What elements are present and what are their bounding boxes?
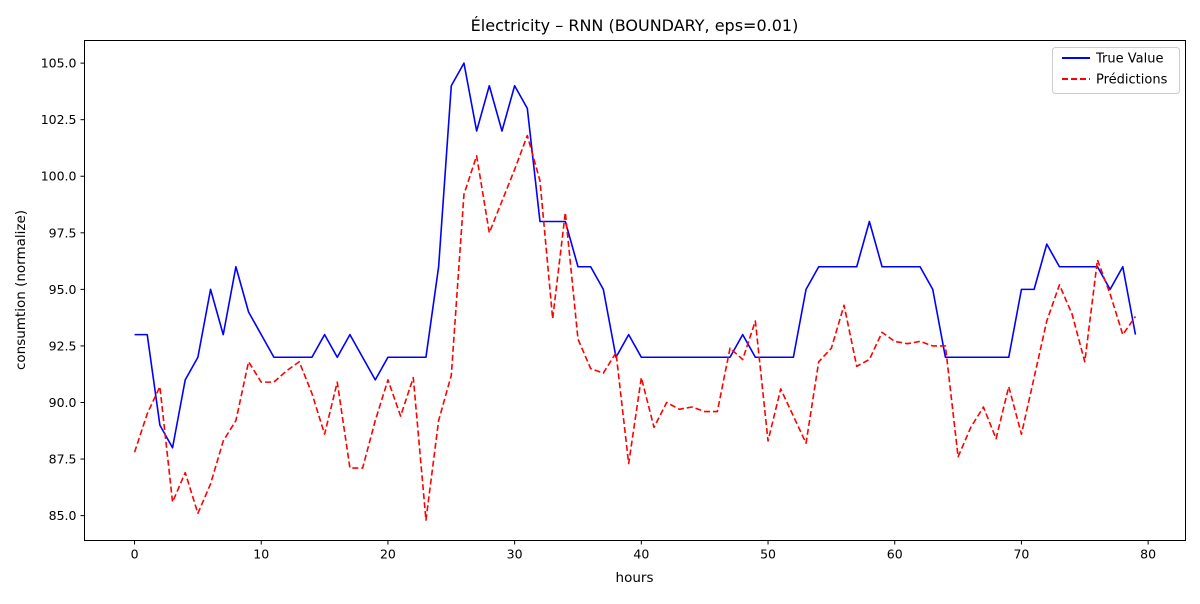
- series-line-true-value: [134, 62, 1137, 449]
- x-tick-label: 70: [1013, 547, 1029, 562]
- y-tick-label: 95.0: [49, 282, 77, 297]
- y-tick-label: 97.5: [49, 225, 77, 240]
- x-tick-label: 30: [507, 547, 523, 562]
- y-tick-label: 92.5: [49, 338, 77, 353]
- x-axis-label: hours: [616, 570, 654, 586]
- x-tick-label: 50: [760, 547, 776, 562]
- legend: True Value Prédictions: [1052, 47, 1180, 94]
- x-axis: 0 10 20 30 40 50 60 70 80: [131, 540, 1156, 562]
- x-tick-label: 80: [1140, 547, 1156, 562]
- x-tick-label: 40: [633, 547, 649, 562]
- y-tick-label: 87.5: [49, 452, 77, 467]
- x-tick-label: 0: [131, 547, 139, 562]
- y-tick-label: 90.0: [49, 395, 77, 410]
- y-tick-label: 85.0: [49, 508, 77, 523]
- series-layer: [133, 62, 1137, 521]
- x-tick-label: 10: [253, 547, 269, 562]
- y-tick-label: 100.0: [41, 169, 77, 184]
- y-tick-label: 102.5: [41, 112, 77, 127]
- legend-label-predictions: Prédictions: [1096, 73, 1168, 88]
- x-tick-label: 60: [887, 547, 903, 562]
- plot-frame: [84, 40, 1186, 541]
- series-line-predictions: [133, 134, 1137, 521]
- y-axis-label: consumtion (normalize): [13, 210, 29, 370]
- x-tick-label: 20: [380, 547, 396, 562]
- y-axis: 85.0 87.5 90.0 92.5 95.0 97.5 100.0 102.5 105.0: [41, 56, 85, 523]
- legend-label-true-value: True Value: [1095, 52, 1163, 67]
- y-tick-label: 105.0: [41, 56, 77, 71]
- chart-title: Électricity – RNN (BOUNDARY, eps=0.01): [471, 16, 799, 35]
